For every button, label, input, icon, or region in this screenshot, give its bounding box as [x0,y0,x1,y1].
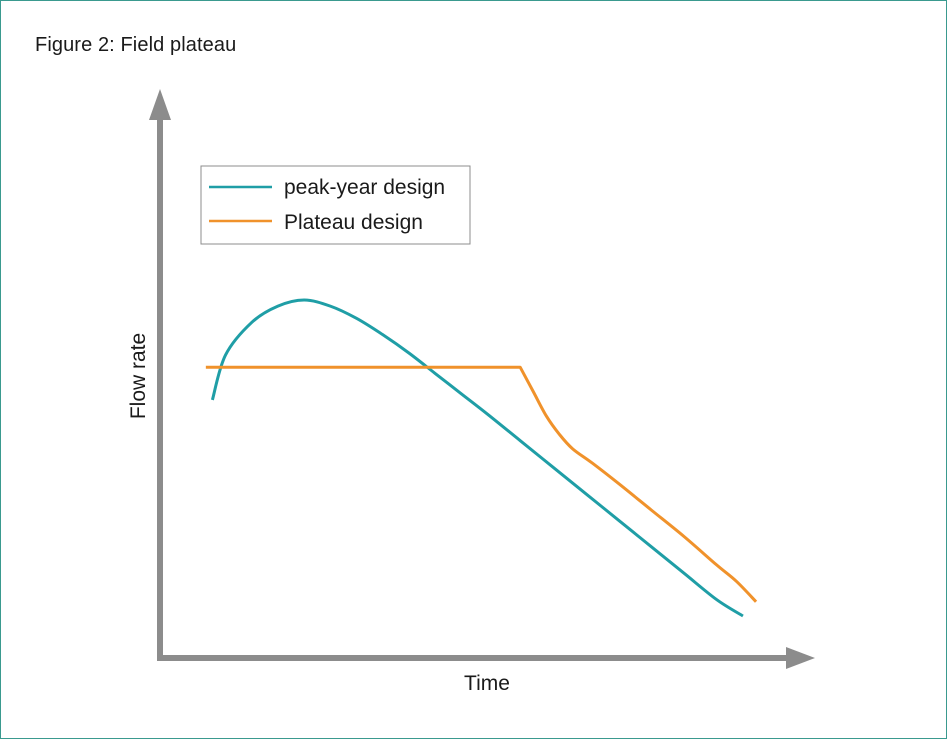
figure-title: Figure 2: Field plateau [35,34,237,56]
legend: peak-year design Plateau design [200,165,471,245]
y-axis-label: Flow rate [127,333,150,419]
x-axis [157,647,815,669]
y-axis [149,89,171,660]
legend-box [200,165,471,245]
series-line-plateau [205,365,758,603]
series-layer [205,298,758,618]
legend-label-peak-year: peak-year design [284,176,445,199]
legend-label-plateau: Plateau design [284,211,423,234]
x-axis-label: Time [464,672,510,695]
series-line-peak-year [210,298,744,618]
y-axis-arrowhead [149,89,171,120]
x-axis-arrowhead [786,647,815,669]
